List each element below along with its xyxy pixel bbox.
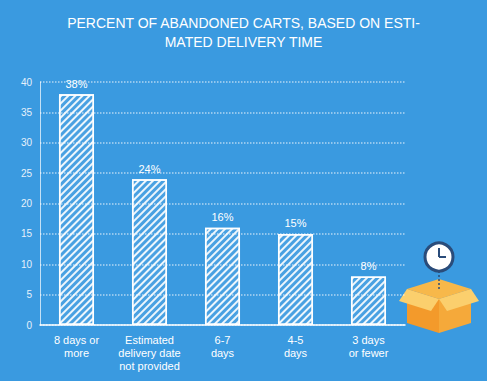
svg-text:40: 40 bbox=[21, 77, 33, 88]
svg-text:Estimated: Estimated bbox=[125, 334, 174, 346]
svg-text:16%: 16% bbox=[211, 211, 233, 223]
svg-text:3 days: 3 days bbox=[352, 334, 385, 346]
svg-text:38%: 38% bbox=[65, 78, 87, 90]
svg-text:35: 35 bbox=[21, 107, 33, 118]
svg-text:PERCENT OF ABANDONED CARTS, BA: PERCENT OF ABANDONED CARTS, BASED ON EST… bbox=[67, 15, 420, 31]
svg-text:5: 5 bbox=[26, 289, 32, 300]
svg-text:30: 30 bbox=[21, 137, 33, 148]
svg-text:8%: 8% bbox=[361, 260, 377, 272]
svg-text:MATED DELIVERY TIME: MATED DELIVERY TIME bbox=[165, 34, 323, 50]
svg-text:24%: 24% bbox=[138, 163, 160, 175]
svg-text:days: days bbox=[211, 347, 235, 359]
svg-text:6-7: 6-7 bbox=[215, 334, 231, 346]
svg-text:days: days bbox=[284, 347, 308, 359]
svg-text:15%: 15% bbox=[284, 217, 306, 229]
svg-text:15: 15 bbox=[21, 228, 33, 239]
svg-text:delivery date: delivery date bbox=[118, 347, 180, 359]
svg-text:or fewer: or fewer bbox=[349, 347, 389, 359]
svg-text:4-5: 4-5 bbox=[288, 334, 304, 346]
svg-text:10: 10 bbox=[21, 259, 33, 270]
svg-text:25: 25 bbox=[21, 168, 33, 179]
svg-text:8 days or: 8 days or bbox=[54, 334, 100, 346]
svg-text:more: more bbox=[64, 347, 89, 359]
svg-text:not provided: not provided bbox=[119, 360, 180, 372]
svg-text:0: 0 bbox=[26, 320, 32, 331]
svg-text:20: 20 bbox=[21, 198, 33, 209]
